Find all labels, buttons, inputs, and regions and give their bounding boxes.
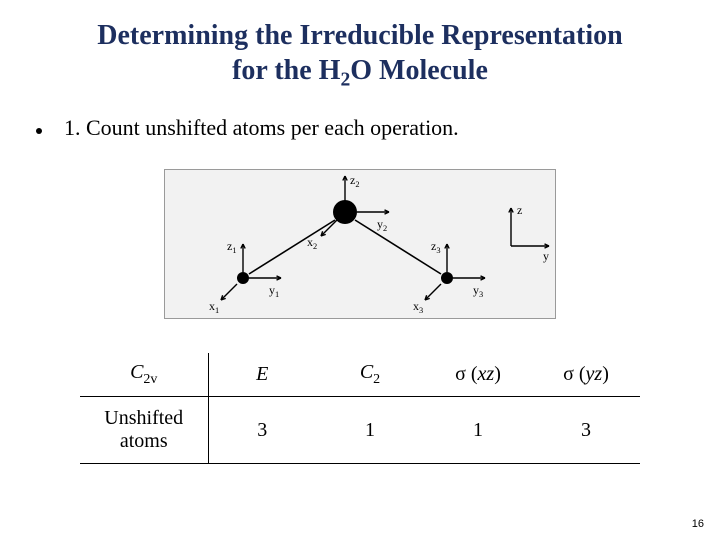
row-label-l2: atoms bbox=[80, 430, 208, 453]
svg-text:y2: y2 bbox=[377, 217, 387, 233]
svg-text:y3: y3 bbox=[473, 283, 483, 299]
sxz-var: xz bbox=[478, 363, 495, 385]
page-number: 16 bbox=[692, 518, 704, 530]
operations-table: C2v E C2 σ (xz) σ (yz) Unshifted atoms 3… bbox=[80, 353, 640, 464]
c2v-pre: C bbox=[130, 361, 143, 383]
row-label-unshifted: Unshifted atoms bbox=[80, 397, 208, 464]
syz-var: yz bbox=[586, 363, 603, 385]
diagram-container: z2 y2 x2 z1 y1 x1 z3 y3 x3 z y bbox=[0, 169, 720, 319]
syz-p2: ) bbox=[602, 363, 609, 385]
table-header-row: C2v E C2 σ (xz) σ (yz) bbox=[80, 353, 640, 397]
val-E: 3 bbox=[208, 397, 316, 464]
bullet-text: 1. Count unshifted atoms per each operat… bbox=[64, 115, 459, 141]
row-label-l1: Unshifted bbox=[80, 407, 208, 430]
svg-text:z3: z3 bbox=[431, 239, 441, 255]
bullet-row: 1. Count unshifted atoms per each operat… bbox=[0, 115, 720, 141]
bullet-icon bbox=[36, 128, 42, 134]
header-C2-sub: 2 bbox=[373, 372, 380, 387]
val-C2: 1 bbox=[316, 397, 424, 464]
svg-text:y: y bbox=[543, 249, 549, 263]
val-xz: 1 bbox=[424, 397, 532, 464]
svg-text:z2: z2 bbox=[350, 173, 360, 189]
header-C2-pre: C bbox=[360, 361, 373, 383]
header-E-text: E bbox=[256, 363, 268, 385]
svg-text:x1: x1 bbox=[209, 299, 219, 315]
syz-sigma: σ bbox=[563, 363, 574, 385]
title-line1: Determining the Irreducible Representati… bbox=[97, 20, 622, 51]
sxz-p2: ) bbox=[494, 363, 501, 385]
svg-text:z1: z1 bbox=[227, 239, 237, 255]
table-container: C2v E C2 σ (xz) σ (yz) Unshifted atoms 3… bbox=[0, 353, 720, 464]
molecule-diagram: z2 y2 x2 z1 y1 x1 z3 y3 x3 z y bbox=[164, 169, 556, 319]
header-sigma-xz: σ (xz) bbox=[424, 353, 532, 397]
sxz-sigma: σ bbox=[455, 363, 466, 385]
header-C2: C2 bbox=[316, 353, 424, 397]
slide-title: Determining the Irreducible Representati… bbox=[0, 0, 720, 93]
val-yz: 3 bbox=[532, 397, 640, 464]
table-value-row: Unshifted atoms 3 1 1 3 bbox=[80, 397, 640, 464]
title-line2-pre: for the H bbox=[232, 55, 340, 86]
c2v-sub: 2v bbox=[143, 372, 157, 387]
svg-text:z: z bbox=[517, 203, 522, 217]
table-corner: C2v bbox=[80, 353, 208, 397]
sxz-p1: ( bbox=[466, 363, 478, 385]
title-line2-post: O Molecule bbox=[350, 55, 488, 86]
header-E: E bbox=[208, 353, 316, 397]
diagram-svg: z2 y2 x2 z1 y1 x1 z3 y3 x3 z y bbox=[165, 170, 557, 320]
syz-p1: ( bbox=[574, 363, 586, 385]
svg-text:y1: y1 bbox=[269, 283, 279, 299]
title-sub: 2 bbox=[340, 70, 350, 91]
svg-text:x2: x2 bbox=[307, 235, 317, 251]
header-sigma-yz: σ (yz) bbox=[532, 353, 640, 397]
svg-text:x3: x3 bbox=[413, 299, 423, 315]
